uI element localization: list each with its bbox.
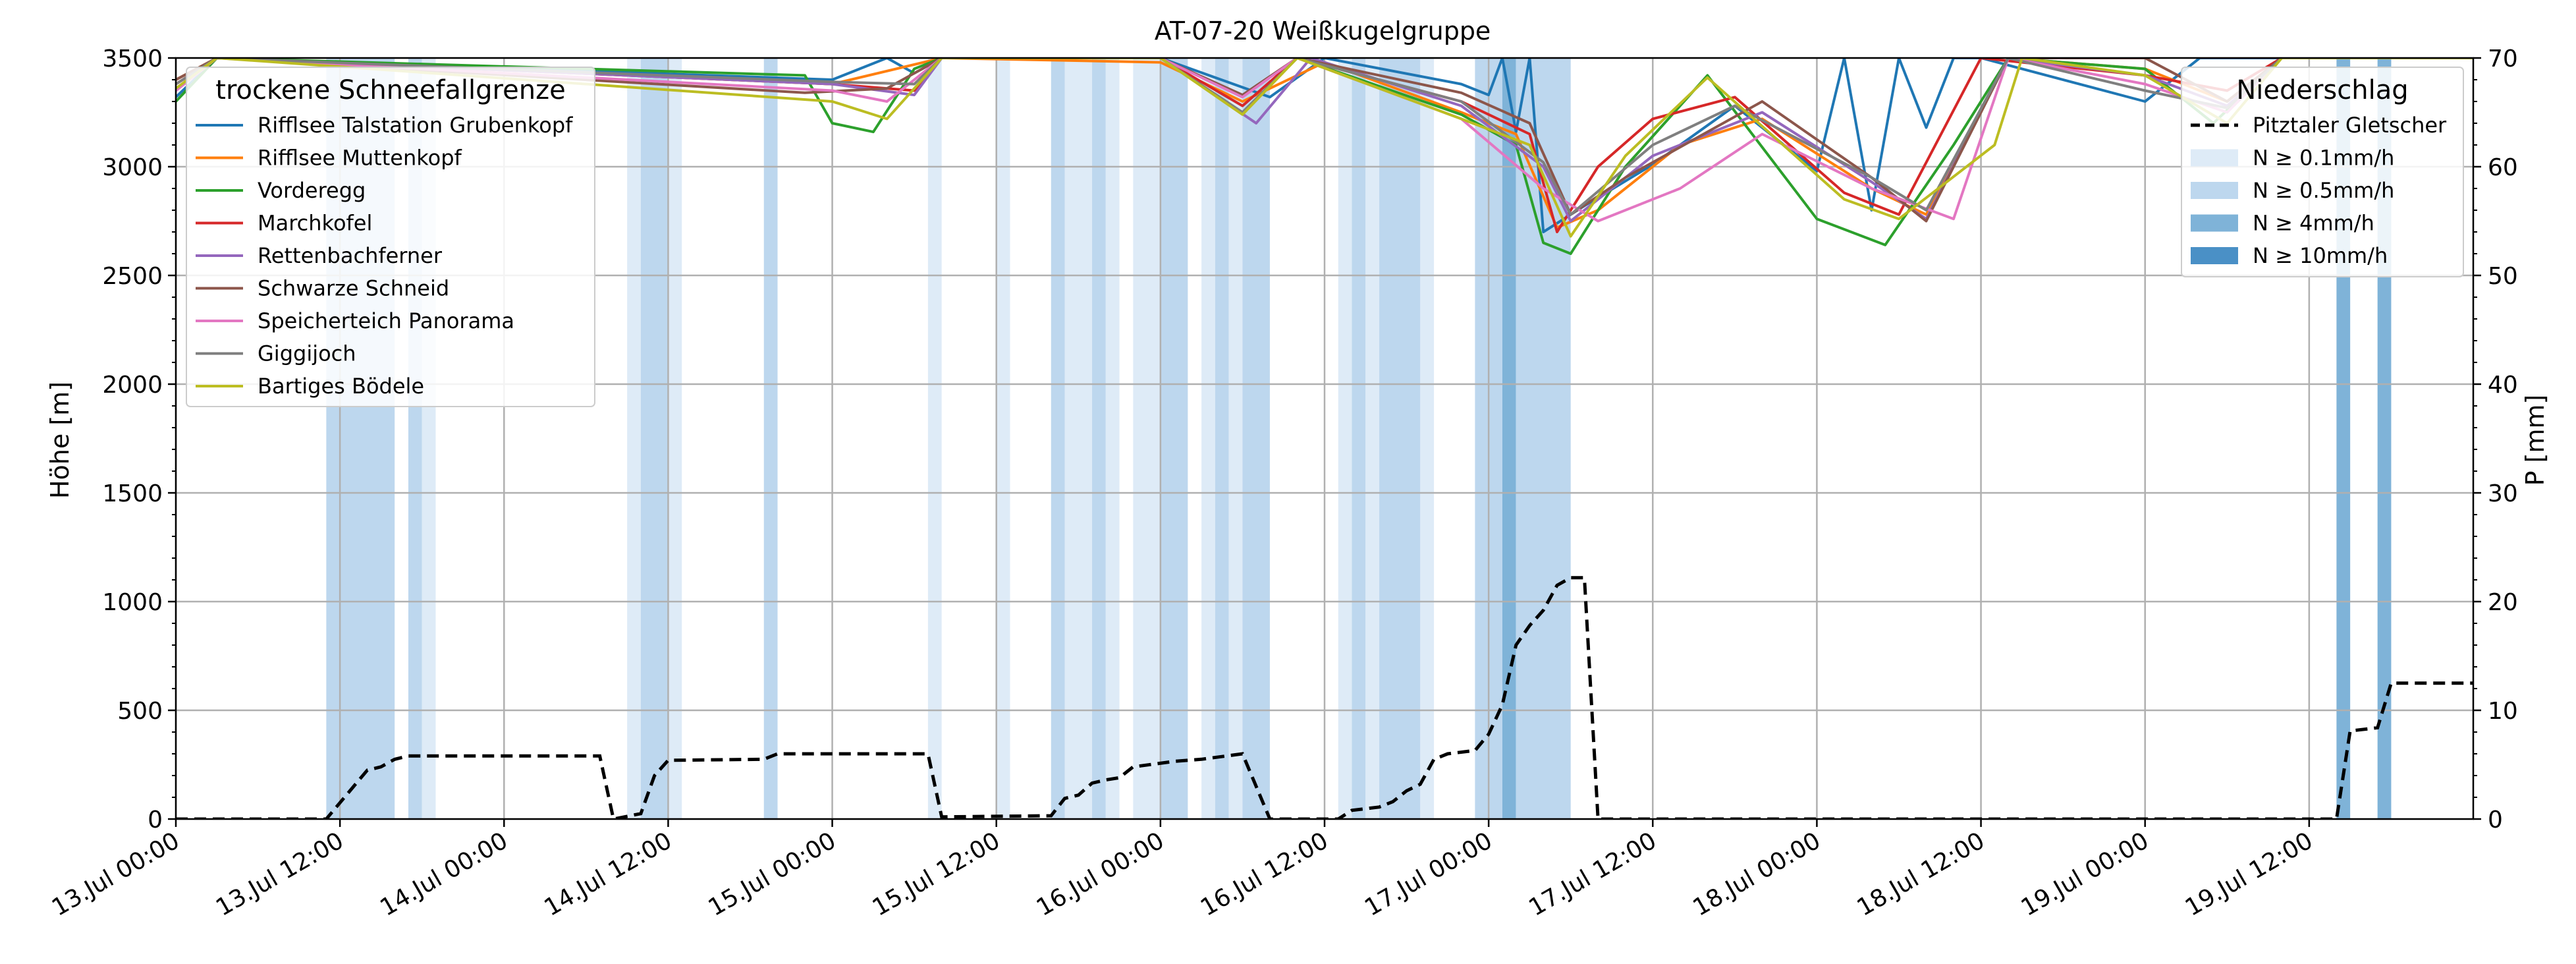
legend-label: N ≥ 10mm/h: [2253, 243, 2388, 268]
x-tick-label: 15.Jul 12:00: [868, 827, 1004, 921]
y-tick-label: 0: [148, 807, 163, 834]
legend-swatch: [2191, 214, 2238, 232]
precip-band: [1242, 58, 1270, 819]
precip-band: [1133, 58, 1161, 819]
y-tick-label: 1000: [102, 589, 163, 616]
y-axis-title-left: Höhe [m]: [45, 382, 74, 499]
y2-tick-label: 30: [2488, 480, 2518, 507]
precip-band: [1105, 58, 1120, 819]
precip-band: [1379, 58, 1421, 819]
legend-label: Speicherteich Panorama: [258, 308, 514, 333]
y-tick-label: 2500: [102, 263, 163, 290]
y-tick-label: 3500: [102, 45, 163, 72]
legend-snowline: trockene Schneefallgrenze Rifflsee Talsta…: [186, 67, 595, 407]
legend-label: Giggijoch: [258, 341, 356, 366]
legend-label: Rettenbachferner: [258, 243, 443, 268]
legend-swatch: [2191, 182, 2238, 199]
legend-swatch: [2191, 149, 2238, 167]
y2-tick-label: 60: [2488, 154, 2518, 181]
y2-tick-label: 70: [2488, 45, 2518, 72]
precip-band: [1051, 58, 1065, 819]
legend-label: Marchkofel: [258, 211, 372, 236]
precip-band: [1228, 58, 1243, 819]
y-tick-label: 1500: [102, 480, 163, 507]
legend-label: N ≥ 4mm/h: [2253, 211, 2374, 236]
precip-band: [927, 58, 942, 819]
precip-band: [996, 58, 1010, 819]
series-line: [176, 58, 2473, 238]
series-line: [176, 58, 2473, 216]
x-tick-label: 13.Jul 12:00: [211, 827, 348, 921]
y-tick-label: 500: [117, 698, 163, 725]
precip-bands: [326, 58, 2392, 819]
legend-swatch: [2191, 247, 2238, 264]
precip-band: [1160, 58, 1188, 819]
legend-precip: Niederschlag Pitztaler Gletscher N ≥ 0.1mm…: [2181, 67, 2464, 277]
precip-band: [1092, 58, 1106, 819]
y2-tick-label: 20: [2488, 589, 2518, 616]
legend-label: Rifflsee Talstation Grubenkopf: [258, 113, 573, 138]
legend-label: Bartiges Bödele: [258, 374, 424, 399]
legend-box: [186, 67, 595, 407]
legend-title: Niederschlag: [2236, 75, 2408, 105]
y2-tick-label: 50: [2488, 263, 2518, 290]
x-tick-label: 19.Jul 00:00: [2017, 827, 2153, 921]
y2-tick-label: 40: [2488, 372, 2518, 399]
series-line: [176, 58, 2473, 223]
y-tick-label: 3000: [102, 154, 163, 181]
precip-band: [1420, 58, 1435, 819]
precip-band: [1502, 58, 1516, 819]
legend-label: N ≥ 0.1mm/h: [2253, 146, 2394, 171]
legend-box: [2181, 67, 2464, 277]
x-tick-label: 17.Jul 00:00: [1360, 827, 1496, 921]
legend-label: Schwarze Schneid: [258, 276, 449, 301]
precip-series: [176, 576, 2473, 819]
precip-band: [763, 58, 778, 819]
x-tick-label: 16.Jul 12:00: [1196, 827, 1332, 921]
chart-title: AT-07-20 Weißkugelgruppe: [1155, 16, 1491, 45]
precip-band: [640, 58, 669, 819]
precip-band: [627, 58, 641, 819]
precip-band: [1338, 58, 1352, 819]
y-tick-label: 2000: [102, 372, 163, 399]
y-axis-title-right: P [mm]: [2521, 395, 2550, 486]
x-tick-label: 14.Jul 12:00: [539, 827, 676, 921]
x-tick-label: 17.Jul 12:00: [1524, 827, 1660, 921]
legend-label: Vorderegg: [258, 178, 366, 203]
y2-tick-label: 10: [2488, 698, 2518, 725]
legend-label: N ≥ 0.5mm/h: [2253, 178, 2394, 203]
legend-label: Pitztaler Gletscher: [2253, 113, 2447, 138]
x-tick-label: 18.Jul 00:00: [1688, 827, 1824, 921]
precip-band: [1201, 58, 1215, 819]
precip-band: [1064, 58, 1093, 819]
x-tick-label: 16.Jul 00:00: [1032, 827, 1168, 921]
x-tick-label: 13.Jul 00:00: [47, 827, 184, 921]
precip-line: [176, 576, 2473, 819]
y2-tick-label: 0: [2488, 807, 2503, 834]
x-tick-label: 18.Jul 12:00: [1853, 827, 1989, 921]
legend-label: Rifflsee Muttenkopf: [258, 146, 462, 171]
x-tick-label: 19.Jul 12:00: [2181, 827, 2317, 921]
precip-band: [1215, 58, 1229, 819]
precip-band: [668, 58, 682, 819]
legend-title: trockene Schneefallgrenze: [215, 75, 565, 105]
precip-band: [1365, 58, 1380, 819]
x-tick-label: 14.Jul 00:00: [375, 827, 512, 921]
precip-band: [1352, 58, 1366, 819]
x-tick-label: 15.Jul 00:00: [704, 827, 840, 921]
